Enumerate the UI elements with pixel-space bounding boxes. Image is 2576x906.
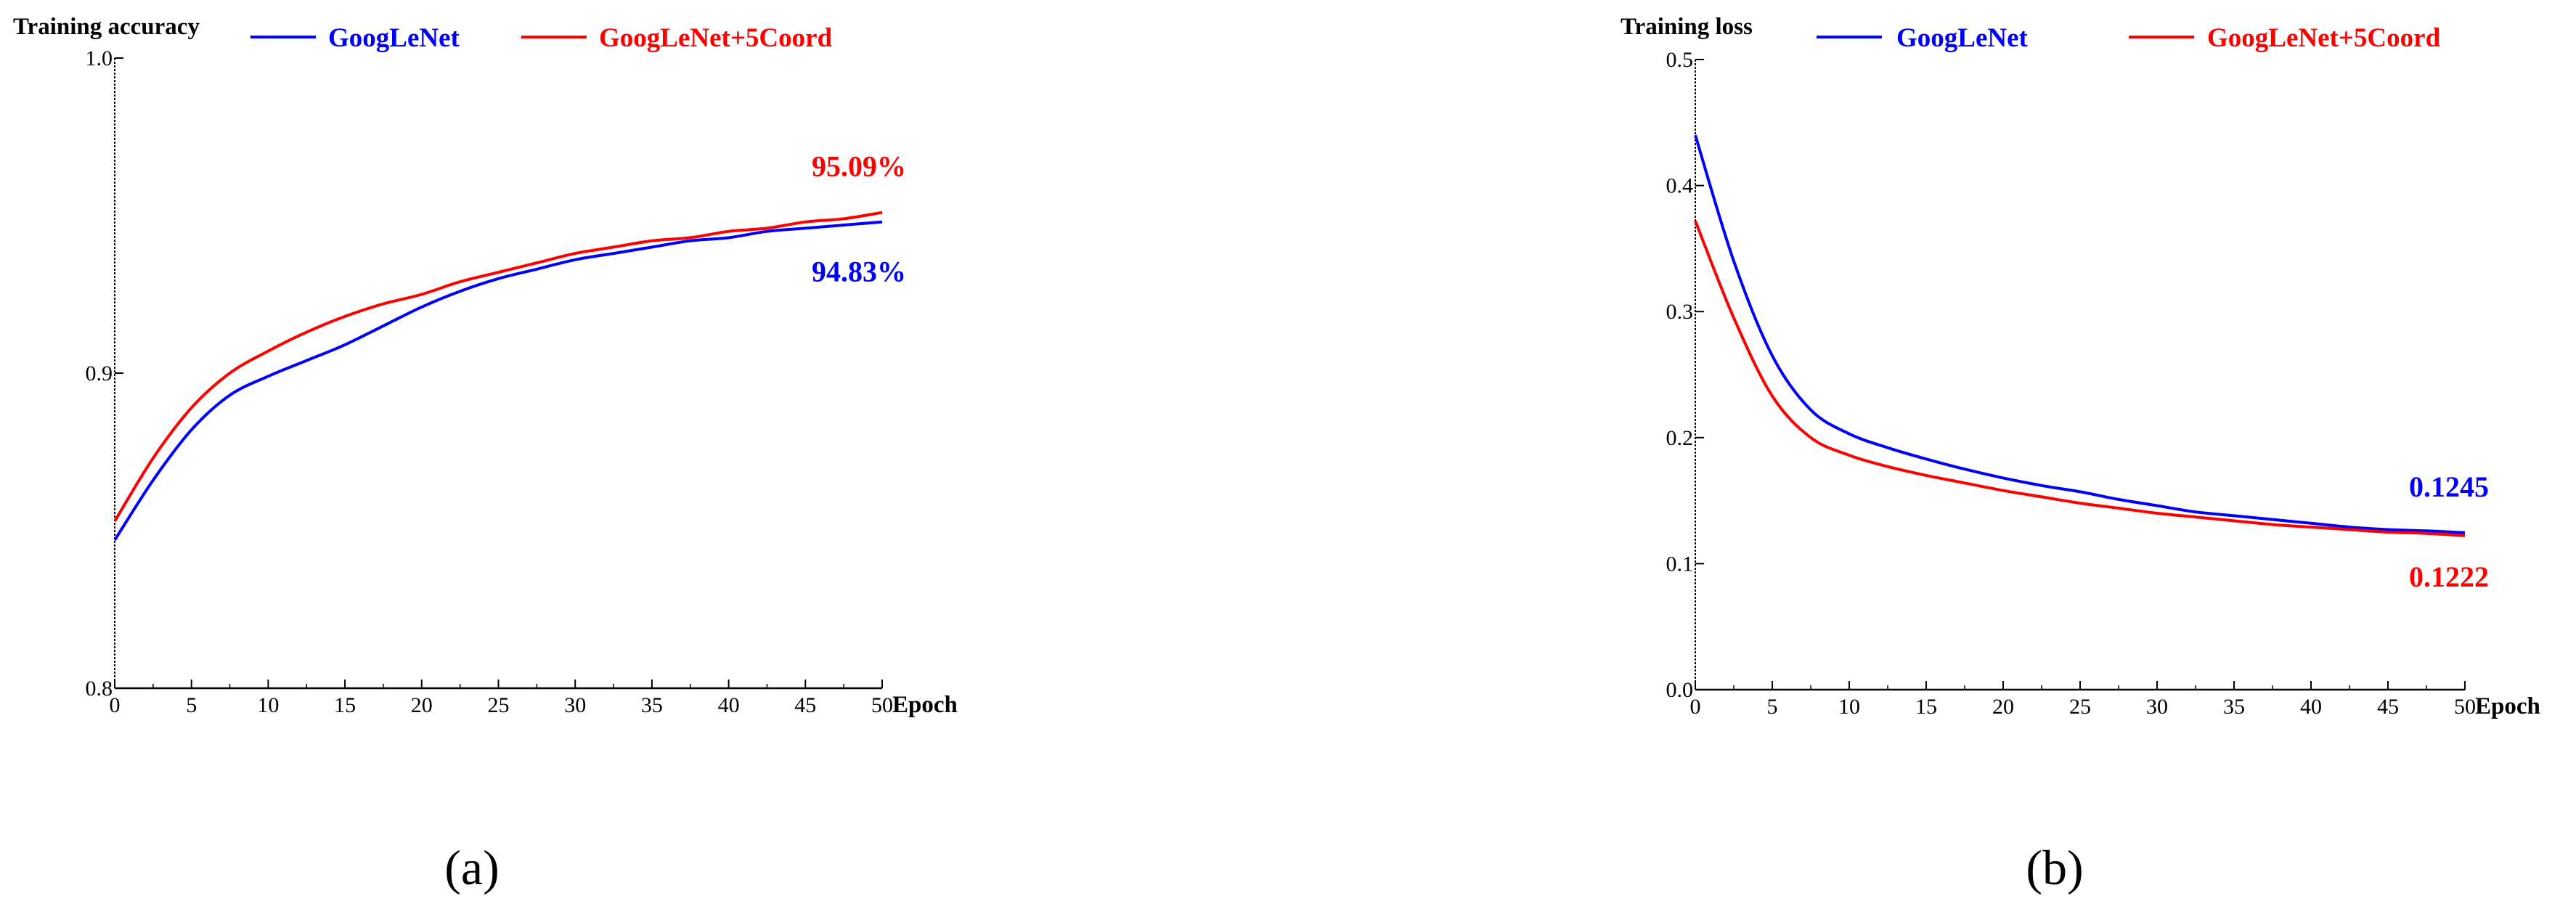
series-line-googlenet <box>1694 134 2466 534</box>
x-tick-label: 50 <box>871 693 893 717</box>
x-tick-label: 25 <box>488 693 510 717</box>
y-tick-label: 0.5 <box>1666 48 1694 72</box>
x-tick-label: 5 <box>186 693 197 717</box>
legend-entry: GoogLeNet+5Coord <box>599 23 833 53</box>
legend-entry: GoogLeNet+5Coord <box>2207 23 2441 53</box>
x-tick-label: 20 <box>1992 695 2014 719</box>
x-tick-label: 35 <box>2223 695 2245 719</box>
x-tick-label: 0 <box>110 693 121 717</box>
y-tick-label: 0.1 <box>1666 552 1694 576</box>
x-axis-title: Epoch <box>2475 693 2540 719</box>
x-tick-label: 45 <box>794 693 816 717</box>
y-tick-label: 0.8 <box>86 677 113 701</box>
x-tick-label: 15 <box>334 693 356 717</box>
y-axis-title: Training accuracy <box>13 14 200 40</box>
x-tick-label: 5 <box>1767 695 1778 719</box>
y-axis-title: Training loss <box>1621 14 1753 40</box>
y-tick-label: 0.9 <box>86 362 113 385</box>
y-tick-label: 0.4 <box>1666 174 1694 198</box>
legend-entry: GoogLeNet <box>1896 23 2029 53</box>
series-end-label: 0.1245 <box>2409 470 2489 503</box>
y-tick-label: 0.2 <box>1666 426 1694 450</box>
y-tick-label: 0.3 <box>1666 300 1694 324</box>
series-line-googlenet-5coord <box>1694 220 2466 537</box>
x-tick-label: 35 <box>641 693 663 717</box>
series-line-googlenet <box>113 220 883 542</box>
series-line-googlenet-5coord <box>113 211 883 523</box>
series-end-label: 95.09% <box>812 150 906 183</box>
x-tick-label: 10 <box>257 693 279 717</box>
x-tick-label: 15 <box>1915 695 1937 719</box>
x-tick-label: 20 <box>411 693 433 717</box>
x-tick-label: 30 <box>564 693 586 717</box>
x-tick-label: 0 <box>1690 695 1701 719</box>
x-tick-label: 45 <box>2377 695 2399 719</box>
series-end-label: 94.83% <box>812 256 906 288</box>
y-tick-label: 0.0 <box>1666 678 1694 702</box>
legend-entry: GoogLeNet <box>328 23 460 53</box>
x-tick-label: 30 <box>2146 695 2168 719</box>
x-tick-label: 50 <box>2454 695 2476 719</box>
panel-label: (b) <box>2026 840 2083 895</box>
y-tick-label: 1.0 <box>86 46 113 70</box>
x-axis-title: Epoch <box>892 692 958 718</box>
series-end-label: 0.1222 <box>2409 560 2489 593</box>
panel-label: (a) <box>444 840 499 895</box>
x-tick-label: 10 <box>1838 695 1860 719</box>
x-tick-label: 40 <box>718 693 740 717</box>
panel-b: 0 5 10 15 20 25 30 35 40 45 50 0.0 0.1 0.2 0.3 0.4 0.5 Tr… <box>1621 14 2540 895</box>
panel-a: 0 5 10 15 20 25 30 35 40 45 50 0.8 0.9 1.0 Training ac… <box>13 14 958 895</box>
x-tick-label: 40 <box>2300 695 2322 719</box>
x-tick-label: 25 <box>2069 695 2091 719</box>
